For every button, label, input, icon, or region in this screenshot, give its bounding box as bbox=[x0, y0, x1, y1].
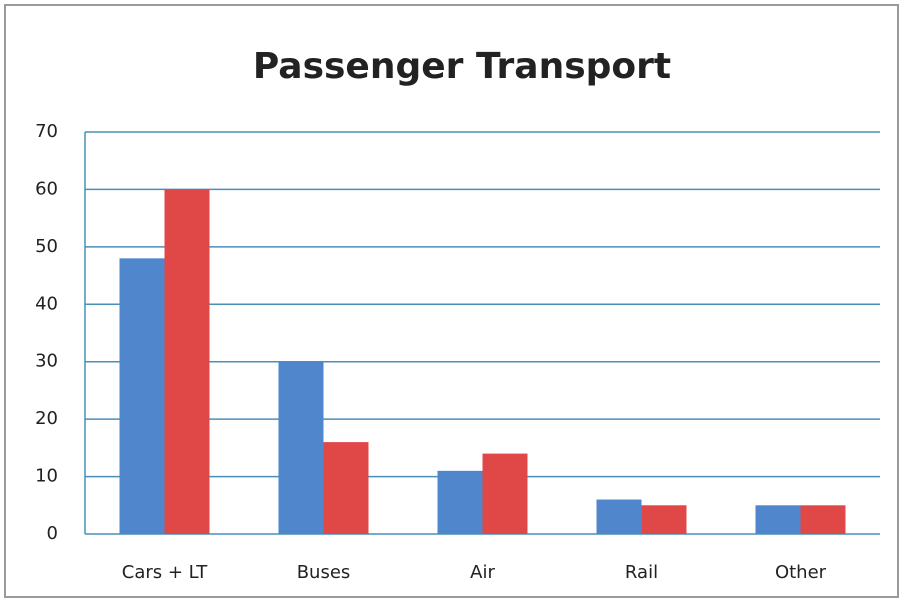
x-tick-label: Buses bbox=[297, 562, 351, 583]
y-tick-label: 0 bbox=[47, 523, 58, 544]
x-tick-label: Other bbox=[775, 562, 827, 583]
y-tick-label: 10 bbox=[35, 466, 58, 487]
bar bbox=[323, 442, 369, 534]
y-tick-label: 70 bbox=[35, 121, 58, 142]
x-tick-label: Rail bbox=[625, 562, 658, 583]
bar bbox=[755, 505, 801, 534]
bar bbox=[164, 189, 210, 534]
chart-title: Passenger Transport bbox=[253, 46, 671, 87]
bar bbox=[437, 470, 483, 534]
y-tick-label: 40 bbox=[35, 293, 58, 314]
x-tick-label: Air bbox=[470, 562, 495, 583]
bar bbox=[119, 258, 165, 534]
y-tick-label: 20 bbox=[35, 408, 58, 429]
y-tick-label: 30 bbox=[35, 351, 58, 372]
bar bbox=[800, 505, 846, 534]
x-tick-label: Cars + LT bbox=[122, 562, 208, 583]
bar bbox=[641, 505, 687, 534]
bar bbox=[596, 499, 642, 534]
bar bbox=[482, 453, 528, 534]
bar bbox=[278, 361, 324, 534]
y-tick-label: 50 bbox=[35, 236, 58, 257]
y-tick-label: 60 bbox=[35, 178, 58, 199]
